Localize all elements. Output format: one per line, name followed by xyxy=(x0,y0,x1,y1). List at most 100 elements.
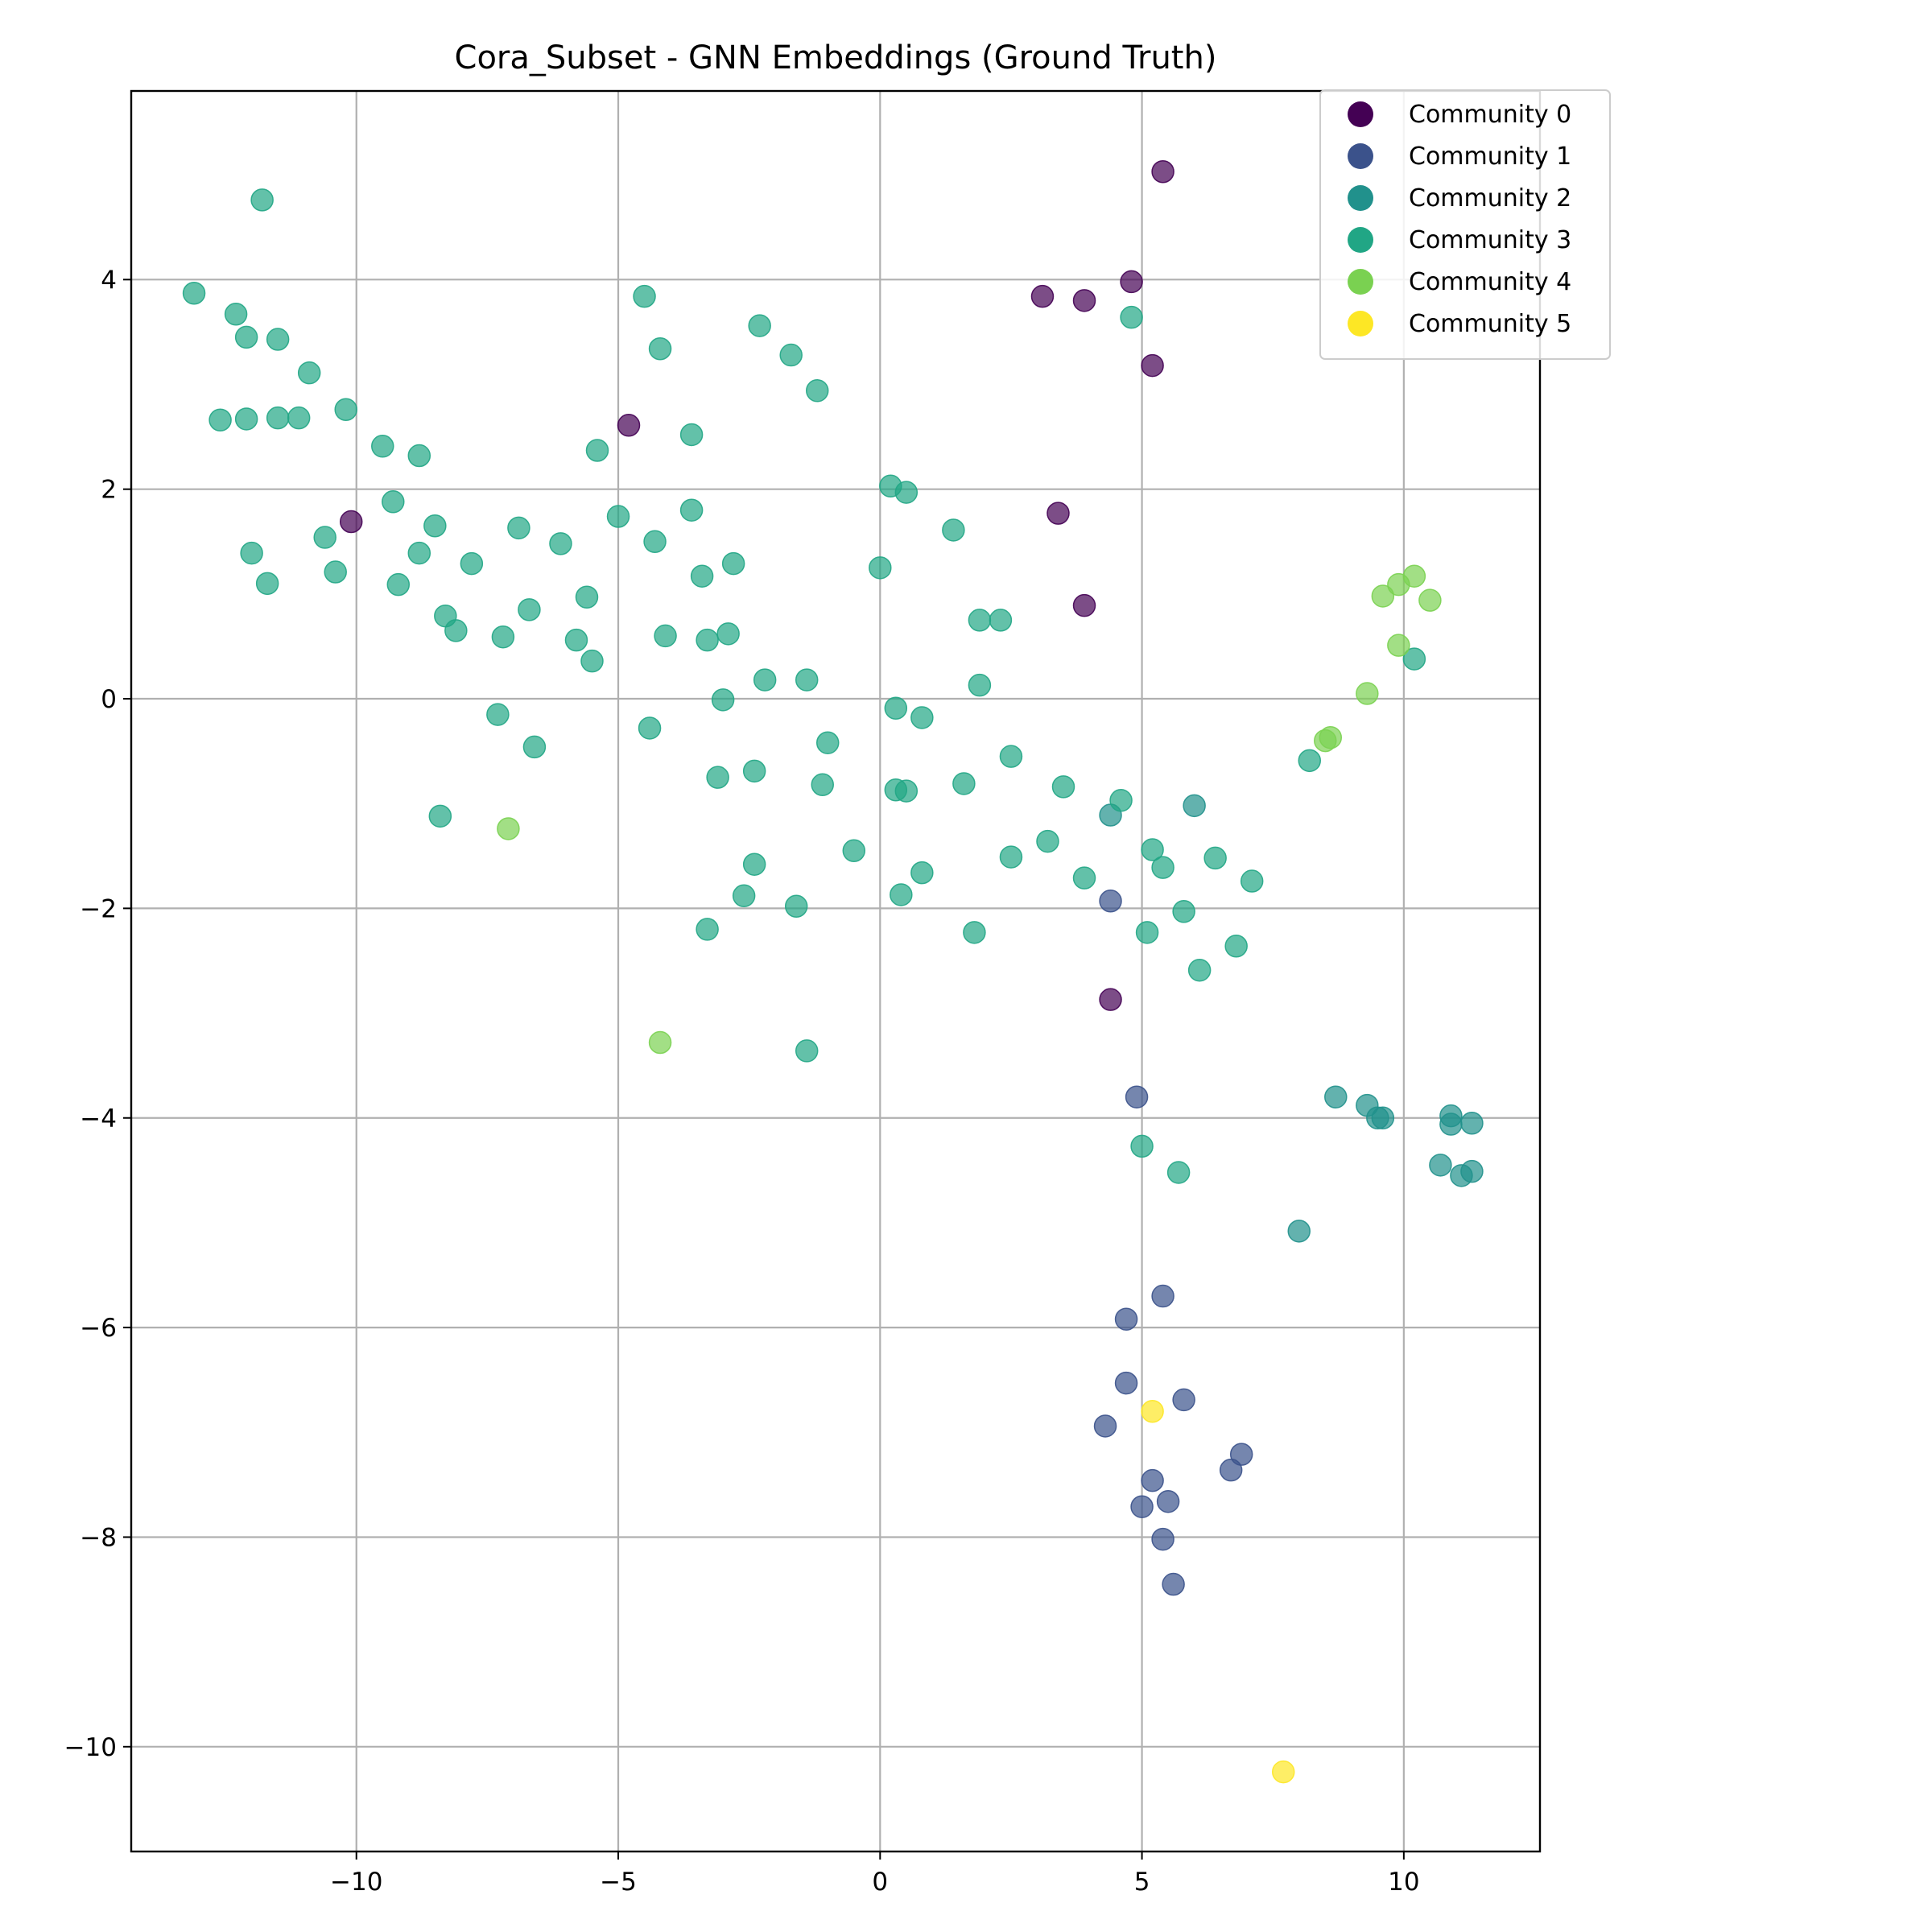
scatter-point xyxy=(638,716,662,740)
scatter-point xyxy=(507,516,530,540)
scatter-point xyxy=(1418,588,1442,612)
scatter-point xyxy=(428,804,452,828)
scatter-point xyxy=(1156,1489,1180,1513)
scatter-point xyxy=(999,845,1023,869)
scatter-point xyxy=(963,921,986,944)
scatter-point xyxy=(811,773,834,797)
scatter-point xyxy=(910,706,934,729)
scatter-point xyxy=(648,1030,672,1055)
y-tick-label: 2 xyxy=(101,476,117,505)
scatter-point xyxy=(1141,1400,1164,1423)
scatter-point xyxy=(266,406,290,430)
scatter-point xyxy=(1099,988,1122,1011)
x-tick-label: −5 xyxy=(600,1868,637,1897)
scatter-point xyxy=(742,759,766,783)
scatter-point xyxy=(585,439,609,462)
scatter-point xyxy=(648,336,672,361)
scatter-point xyxy=(497,817,520,840)
x-tick-label: 0 xyxy=(872,1868,888,1897)
scatter-point xyxy=(815,731,840,754)
legend-label: Community 3 xyxy=(1409,226,1571,254)
scatter-point xyxy=(518,598,541,621)
scatter-point xyxy=(1356,682,1379,705)
scatter-point xyxy=(696,628,719,652)
scatter-point xyxy=(522,735,547,759)
scatter-point xyxy=(234,407,258,431)
scatter-point xyxy=(1125,1085,1149,1108)
scatter-point xyxy=(1141,838,1164,861)
scatter-point xyxy=(1036,829,1059,853)
scatter-point xyxy=(407,541,431,565)
scatter-point xyxy=(1151,1527,1174,1551)
scatter-point xyxy=(1072,593,1096,617)
y-tick-label: 0 xyxy=(101,685,117,714)
scatter-point xyxy=(182,281,206,305)
scatter-point xyxy=(1130,1134,1154,1158)
scatter-point xyxy=(1072,866,1096,890)
legend-marker xyxy=(1348,143,1373,169)
legend-label: Community 0 xyxy=(1409,101,1571,129)
series-group xyxy=(497,564,1442,1055)
legend-marker xyxy=(1348,227,1373,253)
scatter-point xyxy=(894,481,919,504)
scatter-point xyxy=(968,673,992,697)
scatter-point xyxy=(1030,284,1055,308)
x-tick-label: 10 xyxy=(1388,1868,1419,1897)
legend: Community 0 Community 1 Community 2 Communi… xyxy=(1319,89,1611,360)
y-tick-label: −6 xyxy=(80,1314,117,1343)
scatter-point xyxy=(1130,1495,1154,1518)
scatter-point xyxy=(1402,647,1426,671)
scatter-point xyxy=(1141,353,1164,378)
scatter-point xyxy=(1371,1106,1395,1129)
scatter-point xyxy=(1135,921,1159,944)
scatter-point xyxy=(240,541,263,565)
y-tick-label: 4 xyxy=(101,266,117,295)
scatter-point xyxy=(1151,1284,1174,1308)
scatter-point xyxy=(795,1039,819,1063)
scatter-point xyxy=(753,668,777,691)
scatter-point xyxy=(1172,1388,1195,1412)
scatter-point xyxy=(842,839,866,863)
scatter-point xyxy=(884,696,908,720)
scatter-point xyxy=(748,314,771,337)
scatter-point xyxy=(1240,869,1264,893)
scatter-point xyxy=(679,423,704,447)
scatter-point xyxy=(1460,1159,1484,1183)
scatter-point xyxy=(549,532,572,555)
scatter-point xyxy=(208,408,232,432)
scatter-point xyxy=(696,918,719,941)
scatter-point xyxy=(1141,1468,1164,1492)
scatter-point xyxy=(250,188,274,212)
scatter-point xyxy=(721,551,745,576)
scatter-point xyxy=(423,514,447,538)
scatter-point xyxy=(742,852,766,876)
points-layer xyxy=(182,159,1484,1784)
x-tick-label: 5 xyxy=(1134,1868,1150,1897)
scatter-point xyxy=(910,861,934,885)
scatter-point xyxy=(1224,935,1248,958)
scatter-point xyxy=(1402,564,1426,588)
scatter-point xyxy=(234,325,258,349)
scatter-point xyxy=(1114,1307,1138,1331)
series-group xyxy=(1093,890,1253,1596)
scatter-point xyxy=(1172,900,1195,923)
scatter-point xyxy=(1114,1371,1138,1395)
scatter-point xyxy=(287,406,311,430)
scatter-point xyxy=(1319,725,1343,749)
scatter-point xyxy=(690,564,714,588)
scatter-point xyxy=(952,772,976,795)
scatter-point xyxy=(1287,1220,1311,1243)
scatter-point xyxy=(334,398,357,421)
scatter-point xyxy=(1439,1113,1463,1136)
scatter-point xyxy=(654,624,677,648)
scatter-point xyxy=(580,649,604,673)
scatter-point xyxy=(1072,289,1096,312)
scatter-point xyxy=(706,766,729,789)
scatter-point xyxy=(324,560,347,584)
scatter-point xyxy=(371,435,394,458)
scatter-point xyxy=(386,572,411,597)
scatter-point xyxy=(444,619,468,642)
scatter-point xyxy=(1183,794,1206,818)
scatter-point xyxy=(491,625,515,649)
